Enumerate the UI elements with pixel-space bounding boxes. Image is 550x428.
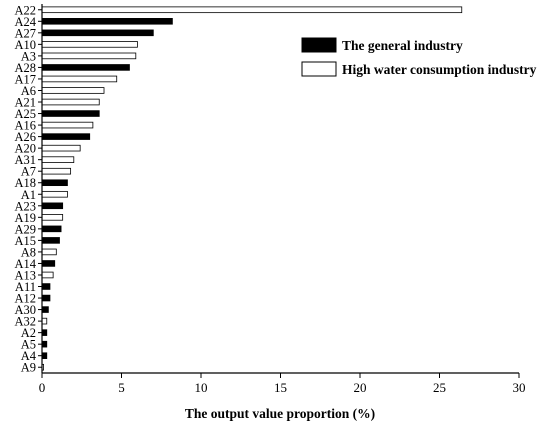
bars-group bbox=[41, 6, 463, 371]
y-tick-label-a12: A12 bbox=[14, 292, 36, 306]
legend: The general industry High water consumpt… bbox=[301, 37, 537, 77]
y-tick-label-a15: A15 bbox=[14, 234, 36, 248]
bar-a2 bbox=[41, 329, 48, 336]
y-tick-label-a8: A8 bbox=[21, 245, 36, 259]
bar-a23 bbox=[41, 202, 64, 210]
y-tick-label-a26: A26 bbox=[14, 130, 36, 144]
y-tick-label-a18: A18 bbox=[14, 176, 36, 190]
y-tick-label-a24: A24 bbox=[14, 15, 36, 29]
y-tick-label-a32: A32 bbox=[14, 315, 36, 329]
y-tick-label-a27: A27 bbox=[14, 26, 36, 40]
bar-a5 bbox=[41, 340, 48, 348]
bar-a8 bbox=[41, 248, 57, 256]
x-tick-label-30: 30 bbox=[513, 380, 526, 395]
bar-a21 bbox=[41, 98, 100, 106]
y-tick-label-a19: A19 bbox=[14, 211, 36, 225]
bar-a1 bbox=[41, 190, 68, 198]
bar-a7 bbox=[41, 167, 72, 175]
bar-a11 bbox=[41, 283, 51, 290]
bar-a6 bbox=[41, 87, 105, 94]
x-tick-label-25: 25 bbox=[433, 380, 446, 395]
y-tick-label-a7: A7 bbox=[21, 165, 36, 179]
y-tick-label-a2: A2 bbox=[21, 326, 36, 340]
y-tick-label-a20: A20 bbox=[14, 142, 36, 156]
bar-a31 bbox=[41, 156, 75, 163]
bar-a32 bbox=[41, 317, 48, 325]
bar-a13 bbox=[41, 271, 54, 279]
y-tick-label-a31: A31 bbox=[14, 153, 36, 167]
y-tick-label-a23: A23 bbox=[14, 199, 36, 213]
bar-a12 bbox=[41, 294, 51, 302]
y-tick-label-a11: A11 bbox=[15, 280, 36, 294]
bar-a25 bbox=[41, 110, 100, 117]
bar-a22 bbox=[41, 6, 463, 14]
y-tick-label-a30: A30 bbox=[14, 303, 36, 317]
x-tick-label-20: 20 bbox=[354, 380, 367, 395]
bar-a29 bbox=[41, 225, 62, 233]
y-tick-label-a22: A22 bbox=[14, 3, 36, 17]
bar-a20 bbox=[41, 144, 81, 152]
y-tick-label-a29: A29 bbox=[14, 222, 36, 236]
y-tick-label-a6: A6 bbox=[21, 84, 36, 98]
bar-a17 bbox=[41, 75, 118, 83]
y-tick-label-a13: A13 bbox=[14, 268, 36, 282]
bar-a24 bbox=[41, 18, 173, 25]
x-tick-label-0: 0 bbox=[39, 380, 46, 395]
legend-swatch-high-water bbox=[301, 61, 337, 77]
x-axis: 0 5 10 15 20 25 30 bbox=[39, 372, 526, 395]
y-tick-label-a25: A25 bbox=[14, 107, 36, 121]
x-tick-label-15: 15 bbox=[274, 380, 287, 395]
x-tick-label-10: 10 bbox=[195, 380, 208, 395]
y-tick-label-a1: A1 bbox=[21, 188, 36, 202]
bar-a4 bbox=[41, 352, 48, 359]
y-tick-label-a14: A14 bbox=[14, 257, 36, 271]
bar-a26 bbox=[41, 133, 91, 140]
bar-a19 bbox=[41, 214, 64, 221]
y-tick-label-a5: A5 bbox=[21, 338, 36, 352]
y-tick-label-a28: A28 bbox=[14, 61, 36, 75]
legend-swatch-general bbox=[301, 37, 337, 53]
y-tick-label-a9: A9 bbox=[21, 361, 36, 375]
bar-a15 bbox=[41, 237, 60, 244]
y-tick-label-a16: A16 bbox=[14, 119, 36, 133]
y-tick-label-a10: A10 bbox=[14, 38, 36, 52]
y-axis: A22A24A27A10A3A28A17A6A21A25A16A26A20A31… bbox=[14, 3, 43, 375]
y-tick-label-a17: A17 bbox=[14, 72, 36, 86]
y-tick-label-a4: A4 bbox=[21, 349, 37, 363]
bar-a18 bbox=[41, 179, 68, 187]
x-axis-title: The output value proportion (%) bbox=[185, 406, 375, 421]
bar-a3 bbox=[41, 52, 137, 60]
bar-a10 bbox=[41, 41, 138, 48]
bar-a27 bbox=[41, 29, 154, 37]
y-tick-label-a21: A21 bbox=[14, 96, 36, 110]
bar-a30 bbox=[41, 306, 49, 313]
x-tick-label-5: 5 bbox=[118, 380, 125, 395]
bar-a14 bbox=[41, 260, 56, 267]
bar-a28 bbox=[41, 64, 130, 71]
legend-label-general: The general industry bbox=[342, 38, 463, 53]
bar-a16 bbox=[41, 121, 94, 129]
y-tick-label-a3: A3 bbox=[21, 49, 36, 63]
legend-label-high-water: High water consumption industry bbox=[342, 62, 537, 77]
